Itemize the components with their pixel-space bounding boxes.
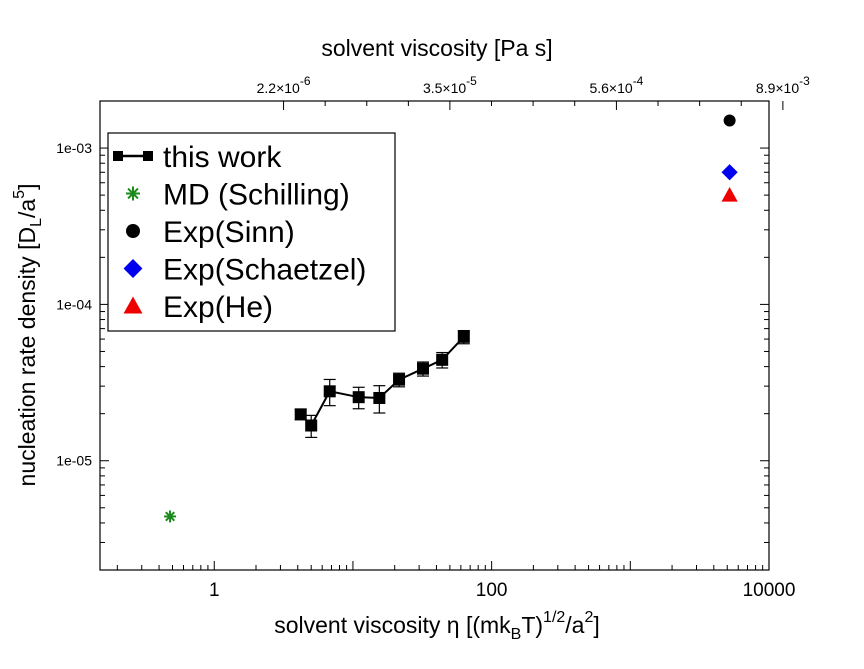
ticks-layer: 1 100 10000 1e-05 1e-04 1e-03 [56,100,796,601]
top-axis-title: solvent viscosity [Pa s] [321,35,552,61]
series-line [299,336,465,428]
y-tick-label: 1e-03 [56,140,92,156]
top-ticks-layer: 2.2×10-6 3.5×10-5 5.6×10-4 8.9×10-3 [257,74,810,110]
series-md-schilling- [164,510,177,523]
legend-marker [123,296,143,314]
data-point [373,391,386,404]
data-point [352,391,365,404]
legend-marker [123,259,143,278]
plot-frame [99,100,770,571]
legend-label: Exp(He) [163,291,273,324]
data-point [721,164,738,181]
legend-marker-stroke [127,187,139,200]
legend-items: this work MD (Schilling) Exp(Sinn) Exp(Scha… [113,141,366,324]
legend-marker [143,151,153,161]
data-layer [164,114,738,523]
legend-box [107,132,396,332]
legend-item: Exp(Schaetzel) [123,254,366,287]
legend-label: this work [163,141,282,174]
data-point [323,385,336,398]
legend-marker [126,224,140,238]
x-tick-label: 10000 [743,580,796,601]
y-tick-label: 1e-05 [56,453,92,469]
legend-item: MD (Schilling) [126,179,350,212]
legend-label: Exp(Sinn) [163,216,295,249]
x-tick-label: 1 [209,580,220,601]
legend-label: Exp(Schaetzel) [163,254,366,287]
series-exp-sinn- [723,114,736,127]
data-point [721,187,738,202]
data-point [294,408,307,421]
data-point [436,353,449,366]
x-axis-title: solvent viscosity η [(mkBT)1/2/a2] [274,609,600,643]
legend-marker [113,151,123,161]
data-point [305,419,318,432]
series-this-work [294,329,470,438]
legend-item: Exp(Sinn) [126,216,295,249]
y-axis-title: nucleation rate density [DL/a5] [11,184,45,487]
legend: this work MD (Schilling) Exp(Sinn) Exp(Scha… [107,132,396,332]
data-point [723,114,736,127]
legend-label: MD (Schilling) [163,179,350,212]
y-tick-label: 1e-04 [56,296,92,312]
data-point [457,330,470,343]
data-point [417,362,430,375]
top-tick-label: 2.2×10-6 [257,74,311,96]
legend-marker [126,186,140,201]
series-exp-schaetzel- [721,164,738,181]
data-point [393,373,406,386]
top-tick-label: 5.6×10-4 [589,74,643,96]
legend-item: Exp(He) [123,291,273,324]
data-point-stroke [165,511,176,522]
series-exp-he- [721,187,738,202]
x-tick-label: 100 [476,580,508,601]
legend-item: this work [113,141,282,174]
top-tick-label: 3.5×10-5 [423,74,477,96]
data-point [164,510,177,523]
top-tick-label: 8.9×10-3 [756,74,810,96]
